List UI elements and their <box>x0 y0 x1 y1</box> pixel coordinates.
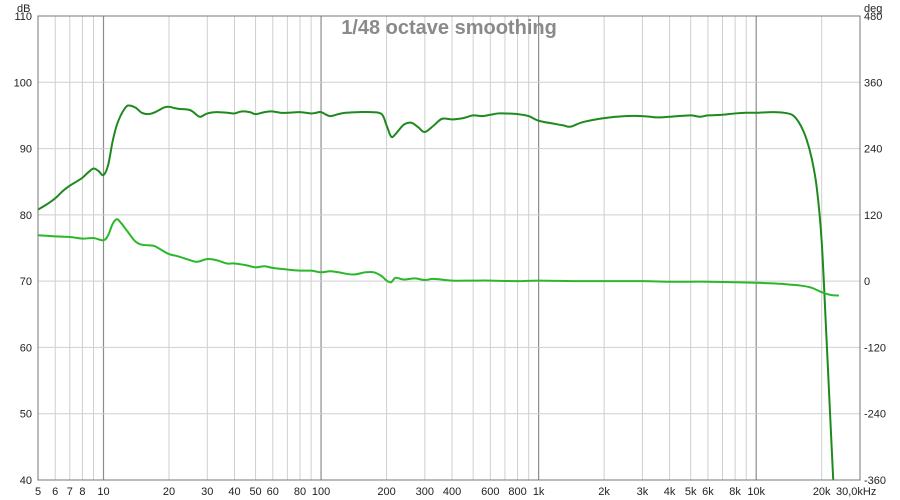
x-tick-label: 50 <box>249 486 261 498</box>
phase-series-line <box>37 218 839 297</box>
x-tick-label: 7 <box>67 486 73 498</box>
right-axis-unit: deg <box>864 3 882 15</box>
x-tick-label: 1k <box>533 486 545 498</box>
x-tick-label: 600 <box>481 486 499 498</box>
y-right-tick-label: 360 <box>864 77 882 89</box>
y-right-tick-label: 0 <box>864 276 870 288</box>
x-tick-label: 20k <box>813 486 831 498</box>
y-right-tick-label: -120 <box>864 342 886 354</box>
y-right-tick-label: 120 <box>864 210 882 222</box>
x-tick-label: 400 <box>443 486 461 498</box>
y-left-tick-label: 60 <box>20 342 32 354</box>
y-right-tick-label: 240 <box>864 144 882 156</box>
series-layer <box>37 104 839 481</box>
x-tick-label: 10k <box>747 486 765 498</box>
x-tick-label: 10 <box>97 486 109 498</box>
x-tick-label: 200 <box>377 486 395 498</box>
magnitude-series-line <box>37 104 835 481</box>
x-tick-label: 30 <box>201 486 213 498</box>
y-right-tick-label: -240 <box>864 409 886 421</box>
y-left-tick-label: 70 <box>20 276 32 288</box>
y-right-tick-label: -360 <box>864 475 886 487</box>
x-tick-label: 30,0kHz <box>836 486 876 498</box>
x-tick-label: 8 <box>79 486 85 498</box>
x-tick-label: 8k <box>729 486 741 498</box>
x-tick-label: 5 <box>35 486 41 498</box>
x-tick-label: 2k <box>598 486 610 498</box>
x-tick-label: 6 <box>52 486 58 498</box>
plot-frame <box>37 15 861 481</box>
y-left-tick-label: 40 <box>20 475 32 487</box>
y-left-tick-label: 90 <box>20 144 32 156</box>
x-tick-label: 3k <box>637 486 649 498</box>
x-tick-label: 20 <box>163 486 175 498</box>
x-tick-label: 40 <box>228 486 240 498</box>
x-tick-label: 5k <box>685 486 697 498</box>
x-tick-label: 80 <box>294 486 306 498</box>
y-left-tick-label: 100 <box>14 77 32 89</box>
x-tick-label: 4k <box>664 486 676 498</box>
chart-title: 1/48 octave smoothing <box>341 17 557 39</box>
y-left-tick-label: 110 <box>14 11 32 23</box>
x-tick-label: 300 <box>416 486 434 498</box>
x-tick-label: 800 <box>508 486 526 498</box>
y-left-tick-label: 80 <box>20 210 32 222</box>
axis-labels: 40 -360 50 -240 60 -120 70 0 80 120 90 240 100 360 110… <box>14 11 886 498</box>
x-tick-label: 60 <box>267 486 279 498</box>
x-tick-label: 6k <box>702 486 714 498</box>
x-tick-label: 100 <box>312 486 330 498</box>
y-left-tick-label: 50 <box>20 409 32 421</box>
left-axis-unit: dB <box>17 3 30 15</box>
y-right-tick-label: 480 <box>864 11 882 23</box>
